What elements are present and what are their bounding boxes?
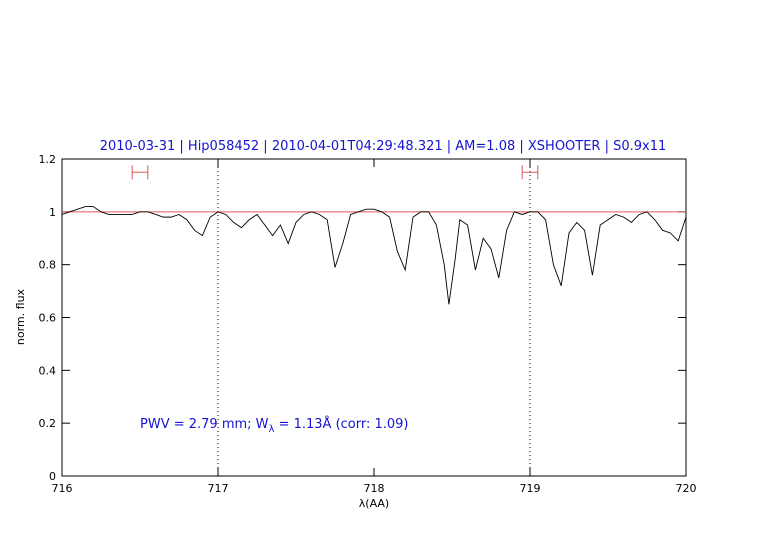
annotation: PWV = 2.79 mm; Wλ = 1.13Å (corr: 1.09) xyxy=(140,416,409,435)
annotation-subscript: λ xyxy=(269,424,275,435)
x-tick-label: 719 xyxy=(520,482,541,495)
annotation-text: PWV = 2.79 mm; W xyxy=(140,417,269,432)
y-tick-label: 0.2 xyxy=(39,417,57,430)
x-tick-label: 716 xyxy=(52,482,73,495)
y-tick-label: 0 xyxy=(49,470,56,483)
y-tick-label: 1 xyxy=(49,206,56,219)
spectrum-line xyxy=(61,206,687,305)
interval-marker xyxy=(521,165,539,180)
chart-title: 2010-03-31 | Hip058452 | 2010-04-01T04:2… xyxy=(100,139,667,154)
interval-marker xyxy=(131,165,149,180)
x-tick-label: 718 xyxy=(364,482,385,495)
y-tick-label: 0.6 xyxy=(39,312,57,325)
annotation-rest: = 1.13Å (corr: 1.09) xyxy=(274,416,408,432)
x-tick-label: 717 xyxy=(208,482,229,495)
y-axis-label: norm. flux xyxy=(14,288,27,345)
x-axis-label: λ(AA) xyxy=(359,497,389,510)
y-tick-label: 0.8 xyxy=(39,259,57,272)
y-tick-label: 1.2 xyxy=(39,153,57,166)
x-tick-label: 720 xyxy=(676,482,697,495)
y-tick-label: 0.4 xyxy=(39,364,57,377)
